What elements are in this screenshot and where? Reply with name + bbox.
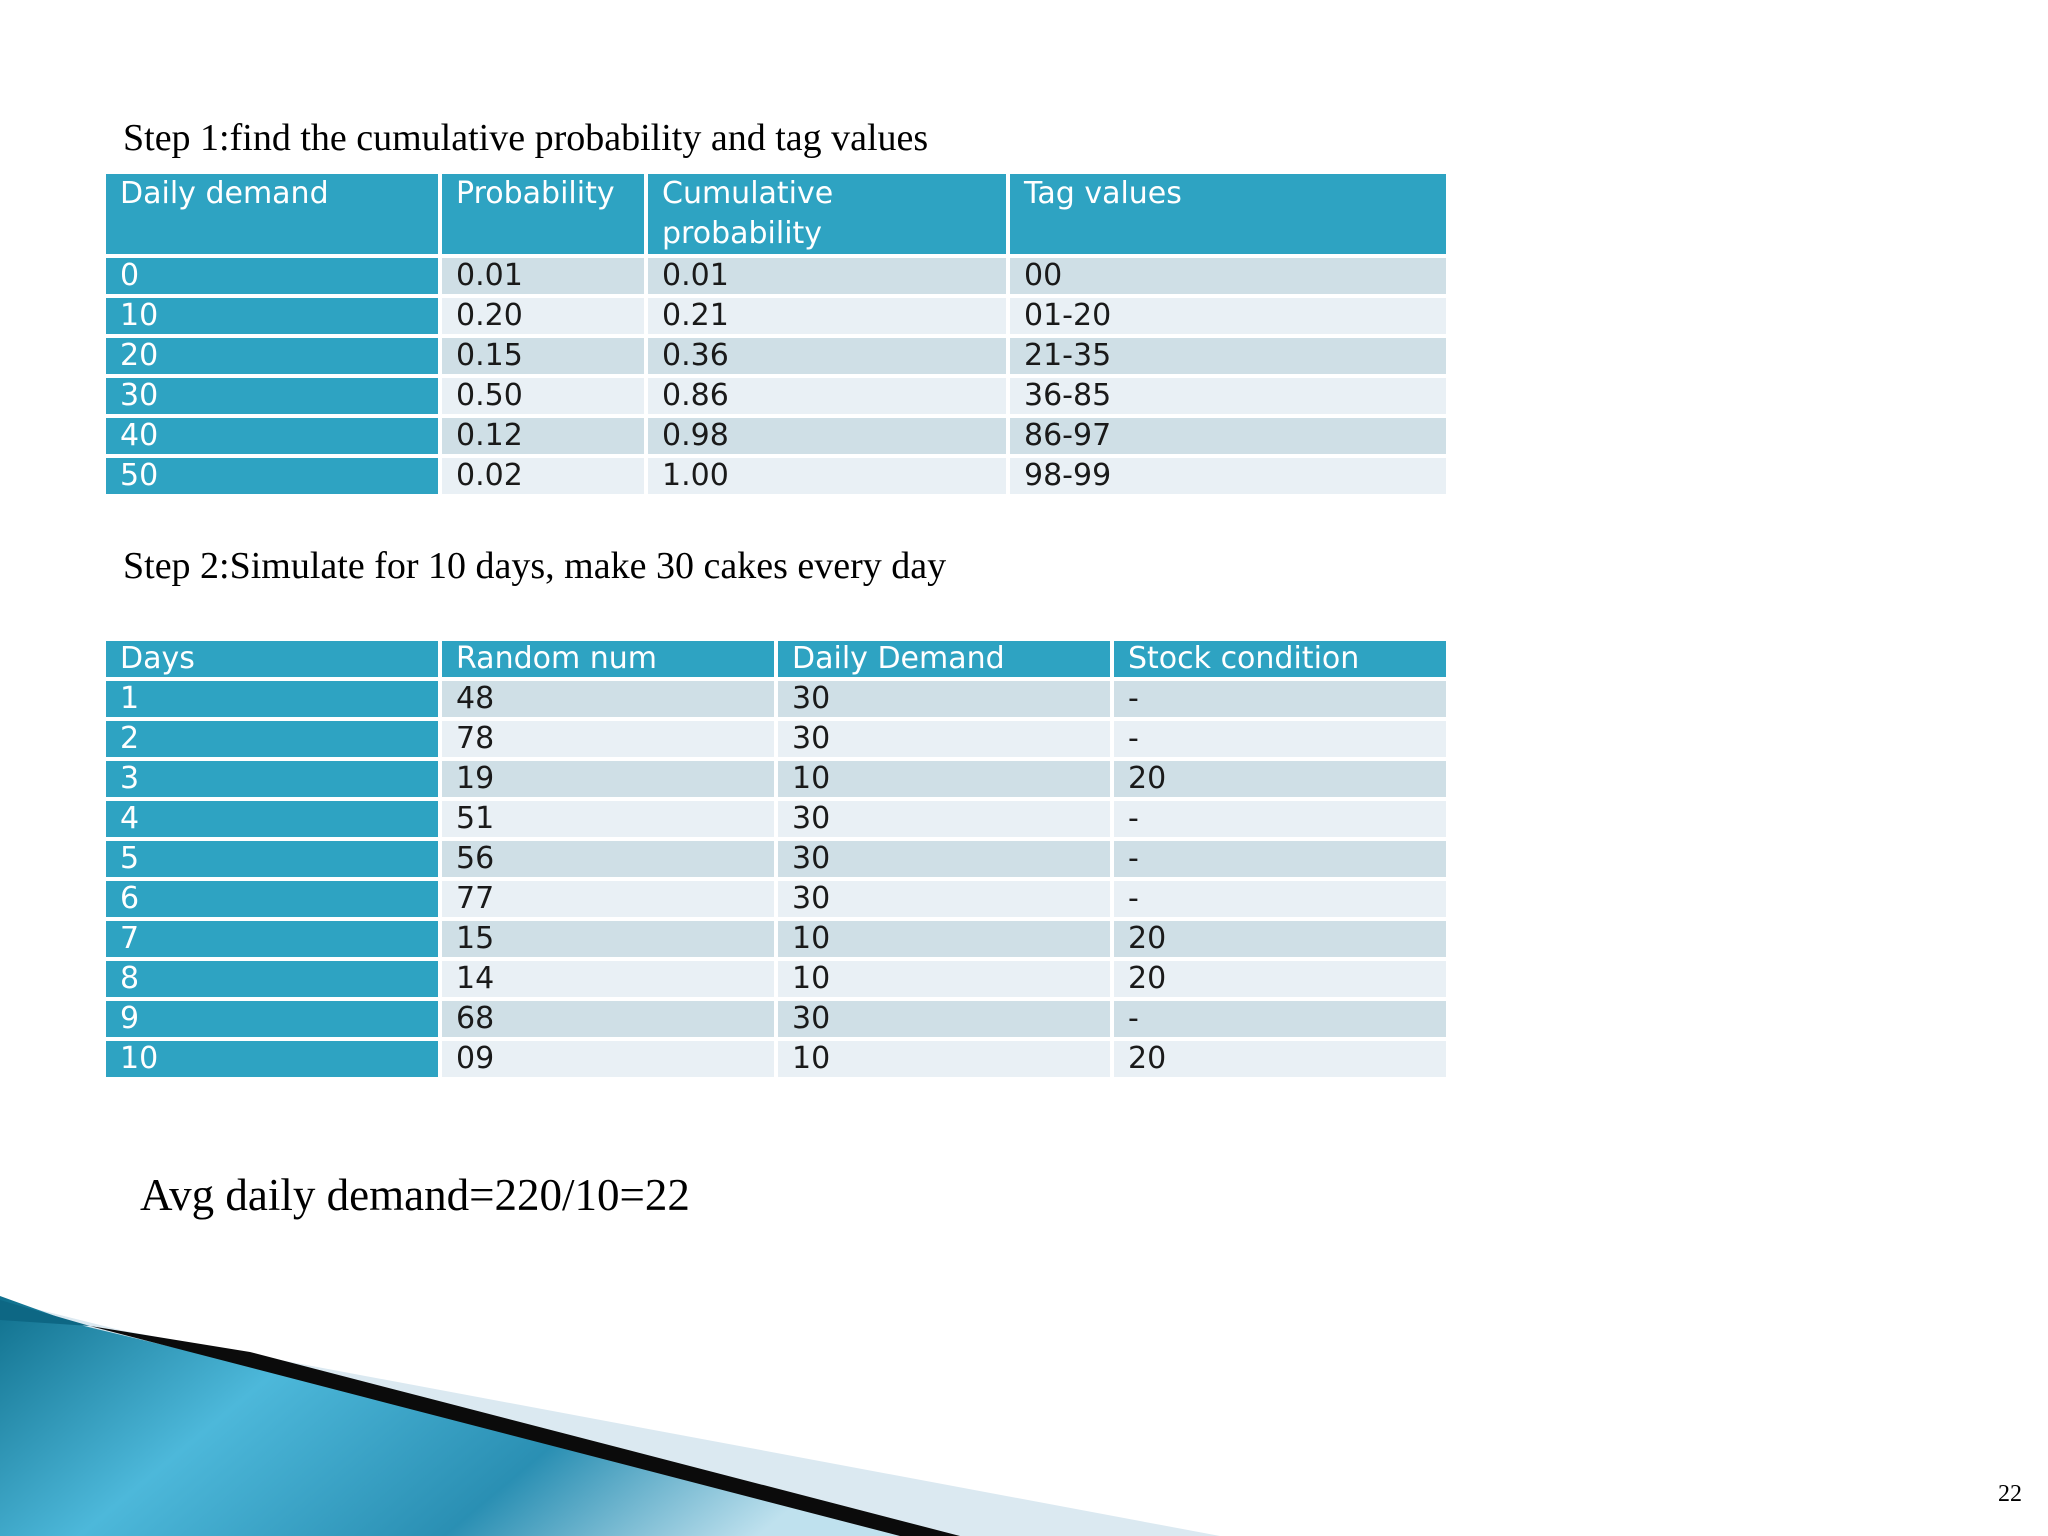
cell-cumulative: 0.36 bbox=[648, 338, 1006, 374]
cell-cumulative: 1.00 bbox=[648, 458, 1006, 494]
cell-probability: 0.02 bbox=[442, 458, 644, 494]
table-row: 3 19 10 20 bbox=[106, 761, 1446, 797]
cell-daily-demand: 10 bbox=[778, 961, 1110, 997]
cell-cumulative: 0.21 bbox=[648, 298, 1006, 334]
cell-probability: 0.50 bbox=[442, 378, 644, 414]
table-header-row: Daily demand Probability Cumulative prob… bbox=[106, 174, 1446, 254]
cell-cumulative: 0.98 bbox=[648, 418, 1006, 454]
cell-random-num: 14 bbox=[442, 961, 774, 997]
header-days: Days bbox=[106, 641, 438, 677]
cell-stock-condition: - bbox=[1114, 1001, 1446, 1037]
table-row: 50 0.02 1.00 98-99 bbox=[106, 458, 1446, 494]
cell-day: 1 bbox=[106, 681, 438, 717]
cell-daily-demand: 30 bbox=[106, 378, 438, 414]
cell-day: 8 bbox=[106, 961, 438, 997]
cell-random-num: 19 bbox=[442, 761, 774, 797]
cell-stock-condition: 20 bbox=[1114, 921, 1446, 957]
table-row: 1 48 30 - bbox=[106, 681, 1446, 717]
cell-daily-demand: 0 bbox=[106, 258, 438, 294]
cell-random-num: 78 bbox=[442, 721, 774, 757]
table-row: 2 78 30 - bbox=[106, 721, 1446, 757]
cell-tag-values: 01-20 bbox=[1010, 298, 1446, 334]
cell-daily-demand: 10 bbox=[778, 761, 1110, 797]
cell-day: 7 bbox=[106, 921, 438, 957]
cell-stock-condition: 20 bbox=[1114, 761, 1446, 797]
cell-stock-condition: - bbox=[1114, 881, 1446, 917]
average-daily-demand-summary: Avg daily demand=220/10=22 bbox=[140, 1170, 690, 1220]
cell-random-num: 15 bbox=[442, 921, 774, 957]
cell-tag-values: 36-85 bbox=[1010, 378, 1446, 414]
cell-tag-values: 98-99 bbox=[1010, 458, 1446, 494]
cell-day: 10 bbox=[106, 1041, 438, 1077]
header-tag-values: Tag values bbox=[1010, 174, 1446, 254]
table-row: 10 0.20 0.21 01-20 bbox=[106, 298, 1446, 334]
cell-tag-values: 00 bbox=[1010, 258, 1446, 294]
header-daily-demand: Daily demand bbox=[106, 174, 438, 254]
table-header-row: Days Random num Daily Demand Stock condi… bbox=[106, 641, 1446, 677]
table-row: 6 77 30 - bbox=[106, 881, 1446, 917]
table-row: 0 0.01 0.01 00 bbox=[106, 258, 1446, 294]
header-random-num: Random num bbox=[442, 641, 774, 677]
cell-day: 9 bbox=[106, 1001, 438, 1037]
step1-heading: Step 1:find the cumulative probability a… bbox=[123, 117, 929, 159]
cell-probability: 0.20 bbox=[442, 298, 644, 334]
cell-daily-demand: 40 bbox=[106, 418, 438, 454]
cell-stock-condition: - bbox=[1114, 841, 1446, 877]
simulation-table: Days Random num Daily Demand Stock condi… bbox=[102, 637, 1450, 1081]
cell-stock-condition: 20 bbox=[1114, 1041, 1446, 1077]
cell-daily-demand: 30 bbox=[778, 1001, 1110, 1037]
cell-day: 2 bbox=[106, 721, 438, 757]
cell-day: 5 bbox=[106, 841, 438, 877]
cell-probability: 0.01 bbox=[442, 258, 644, 294]
cell-stock-condition: - bbox=[1114, 681, 1446, 717]
page-number: 22 bbox=[1998, 1481, 2022, 1507]
table-row: 9 68 30 - bbox=[106, 1001, 1446, 1037]
table-row: 40 0.12 0.98 86-97 bbox=[106, 418, 1446, 454]
cell-stock-condition: - bbox=[1114, 721, 1446, 757]
cell-stock-condition: - bbox=[1114, 801, 1446, 837]
cell-probability: 0.12 bbox=[442, 418, 644, 454]
cell-daily-demand: 10 bbox=[778, 921, 1110, 957]
cell-tag-values: 21-35 bbox=[1010, 338, 1446, 374]
header-daily-demand: Daily Demand bbox=[778, 641, 1110, 677]
cell-daily-demand: 30 bbox=[778, 681, 1110, 717]
table-row: 8 14 10 20 bbox=[106, 961, 1446, 997]
cell-daily-demand: 30 bbox=[778, 801, 1110, 837]
header-stock-condition: Stock condition bbox=[1114, 641, 1446, 677]
cell-probability: 0.15 bbox=[442, 338, 644, 374]
table-row: 20 0.15 0.36 21-35 bbox=[106, 338, 1446, 374]
table-row: 4 51 30 - bbox=[106, 801, 1446, 837]
cell-day: 4 bbox=[106, 801, 438, 837]
header-cumulative-probability: Cumulative probability bbox=[648, 174, 1006, 254]
table-row: 5 56 30 - bbox=[106, 841, 1446, 877]
table-row: 7 15 10 20 bbox=[106, 921, 1446, 957]
cell-random-num: 09 bbox=[442, 1041, 774, 1077]
header-probability: Probability bbox=[442, 174, 644, 254]
step2-heading: Step 2:Simulate for 10 days, make 30 cak… bbox=[123, 545, 947, 587]
cell-random-num: 77 bbox=[442, 881, 774, 917]
cell-daily-demand: 20 bbox=[106, 338, 438, 374]
cell-daily-demand: 30 bbox=[778, 841, 1110, 877]
cell-daily-demand: 30 bbox=[778, 881, 1110, 917]
cell-day: 6 bbox=[106, 881, 438, 917]
cell-daily-demand: 50 bbox=[106, 458, 438, 494]
cell-cumulative: 0.01 bbox=[648, 258, 1006, 294]
table-row: 10 09 10 20 bbox=[106, 1041, 1446, 1077]
cell-tag-values: 86-97 bbox=[1010, 418, 1446, 454]
cumulative-probability-table: Daily demand Probability Cumulative prob… bbox=[102, 170, 1450, 498]
cell-random-num: 56 bbox=[442, 841, 774, 877]
table-row: 30 0.50 0.86 36-85 bbox=[106, 378, 1446, 414]
cell-stock-condition: 20 bbox=[1114, 961, 1446, 997]
cell-daily-demand: 10 bbox=[106, 298, 438, 334]
cell-daily-demand: 10 bbox=[778, 1041, 1110, 1077]
cell-cumulative: 0.86 bbox=[648, 378, 1006, 414]
cell-random-num: 68 bbox=[442, 1001, 774, 1037]
cell-daily-demand: 30 bbox=[778, 721, 1110, 757]
cell-day: 3 bbox=[106, 761, 438, 797]
cell-random-num: 48 bbox=[442, 681, 774, 717]
cell-random-num: 51 bbox=[442, 801, 774, 837]
